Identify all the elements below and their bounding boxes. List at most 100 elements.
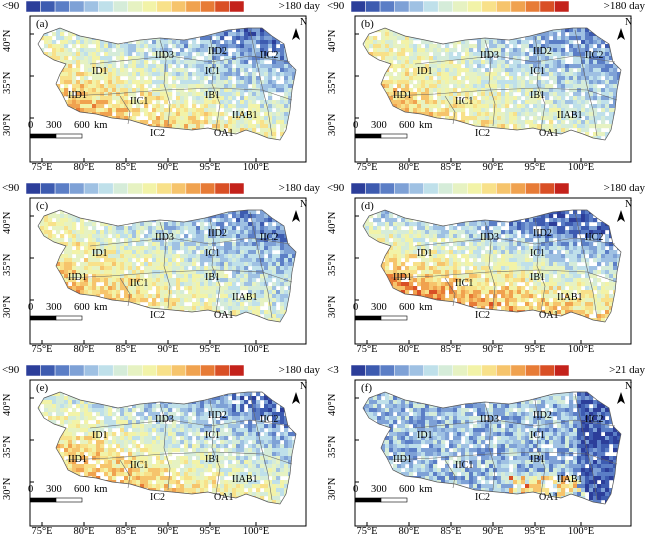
scale-bar-segment	[354, 497, 382, 503]
colorbar-swatch	[554, 364, 570, 377]
map-svg	[350, 364, 632, 527]
colorbar-swatch	[200, 182, 216, 195]
scale-bar-segment	[55, 497, 83, 503]
colorbar-swatch	[394, 0, 410, 13]
scale-unit-label: km	[94, 302, 108, 313]
x-tick-label: 100°E	[242, 162, 270, 173]
scale-unit-label: km	[419, 484, 433, 495]
colorbar-swatch	[510, 182, 526, 195]
x-tick-label: 95°E	[199, 526, 221, 537]
region-boundary	[414, 237, 616, 247]
region-label: IIAB1	[232, 110, 258, 121]
x-tick-label: 75°E	[31, 162, 53, 173]
north-arrow-icon	[292, 210, 300, 222]
x-tick-label: 90°E	[157, 162, 179, 173]
colorbar-swatch	[156, 182, 172, 195]
x-tick-label: 80°E	[398, 162, 420, 173]
colorbar-swatch	[452, 364, 468, 377]
panel-label: (a)	[36, 18, 49, 30]
colorbar-swatch	[365, 0, 381, 13]
colorbar-swatch	[423, 0, 439, 13]
region-label: IIC1	[455, 96, 474, 107]
map-panel: <3 >21 day (f) N 75°E 80°E 85°E 90°E 95°E 100°E 40…	[325, 364, 645, 540]
colorbar-swatch	[185, 182, 201, 195]
colorbar-swatch	[496, 364, 512, 377]
region-label: IIC1	[130, 96, 149, 107]
y-tick-label: 35°N	[2, 435, 13, 458]
colorbar-swatch	[54, 364, 70, 377]
colorbar-swatch	[69, 364, 85, 377]
north-label: N	[300, 381, 308, 392]
scale-bar-segment	[29, 497, 57, 503]
scale-bar-segment	[380, 315, 408, 321]
x-tick-label: 85°E	[440, 344, 462, 355]
y-tick-label: 40°N	[327, 29, 338, 52]
north-arrow-icon	[292, 392, 300, 404]
region-boundary	[249, 393, 273, 501]
region-label: ID1	[417, 66, 433, 77]
plateau-outline	[362, 209, 622, 323]
region-label: IID3	[480, 232, 499, 243]
legend-max-label: >180 day	[603, 182, 645, 194]
y-tick-label: 35°N	[2, 253, 13, 276]
region-boundary	[159, 221, 171, 309]
colorbar-swatch	[496, 0, 512, 13]
y-tick-label: 40°N	[327, 211, 338, 234]
region-label: IC1	[530, 66, 545, 77]
scale-zero-label: 0	[28, 302, 34, 313]
region-boundary	[534, 35, 546, 131]
scale-end-label: 600	[74, 484, 90, 495]
x-tick-label: 80°E	[398, 526, 420, 537]
colorbar-swatch	[554, 0, 570, 13]
scale-mid-label: 300	[46, 302, 62, 313]
region-boundary	[414, 55, 616, 65]
region-label: IIC1	[130, 278, 149, 289]
legend-min-label: <90	[2, 182, 20, 194]
legend-max-label: >180 day	[278, 0, 320, 12]
scale-mid-label: 300	[371, 484, 387, 495]
region-label: IIAB1	[557, 292, 583, 303]
legend-min-label: <3	[327, 364, 339, 376]
region-label: ID1	[417, 430, 433, 441]
colorbar-swatch	[127, 364, 143, 377]
region-label: IC2	[150, 128, 165, 139]
colorbar-swatch	[214, 364, 230, 377]
colorbar-swatch	[554, 182, 570, 195]
region-boundary	[89, 419, 291, 429]
colorbar-swatch	[481, 182, 497, 195]
region-boundary	[414, 419, 616, 429]
colorbar-swatch	[171, 364, 187, 377]
region-boundary	[209, 399, 221, 495]
colorbar-swatch	[112, 0, 128, 13]
scale-zero-label: 0	[353, 120, 359, 131]
region-label: OA1	[214, 492, 234, 503]
colorbar-swatch	[142, 0, 158, 13]
colorbar-swatch	[229, 182, 245, 195]
legend-min-label: <90	[327, 182, 345, 194]
x-tick-label: 80°E	[73, 344, 95, 355]
map-svg	[25, 364, 307, 527]
colorbar-swatch	[525, 364, 541, 377]
scale-bar-segment	[354, 133, 382, 139]
colorbar-swatch	[539, 182, 555, 195]
colorbar-swatch	[452, 0, 468, 13]
legend-min-label: <90	[2, 364, 20, 376]
colorbar-swatch	[229, 0, 245, 13]
region-label: IIC1	[455, 278, 474, 289]
region-label: IC1	[530, 430, 545, 441]
north-arrow-icon	[617, 392, 625, 404]
north-label: N	[300, 17, 308, 28]
panel-label: (e)	[36, 382, 49, 394]
north-label: N	[300, 199, 308, 210]
colorbar-swatch	[423, 182, 439, 195]
scale-bar-segment	[354, 315, 382, 321]
colorbar-swatch	[25, 182, 41, 195]
y-tick-label: 30°N	[2, 295, 13, 318]
colorbar-swatch	[185, 364, 201, 377]
colorbar-swatch	[423, 364, 439, 377]
y-tick-label: 30°N	[2, 477, 13, 500]
colorbar-swatch	[481, 364, 497, 377]
colorbar-swatch	[539, 0, 555, 13]
north-arrow-icon	[617, 210, 625, 222]
colorbar-swatch	[98, 182, 114, 195]
